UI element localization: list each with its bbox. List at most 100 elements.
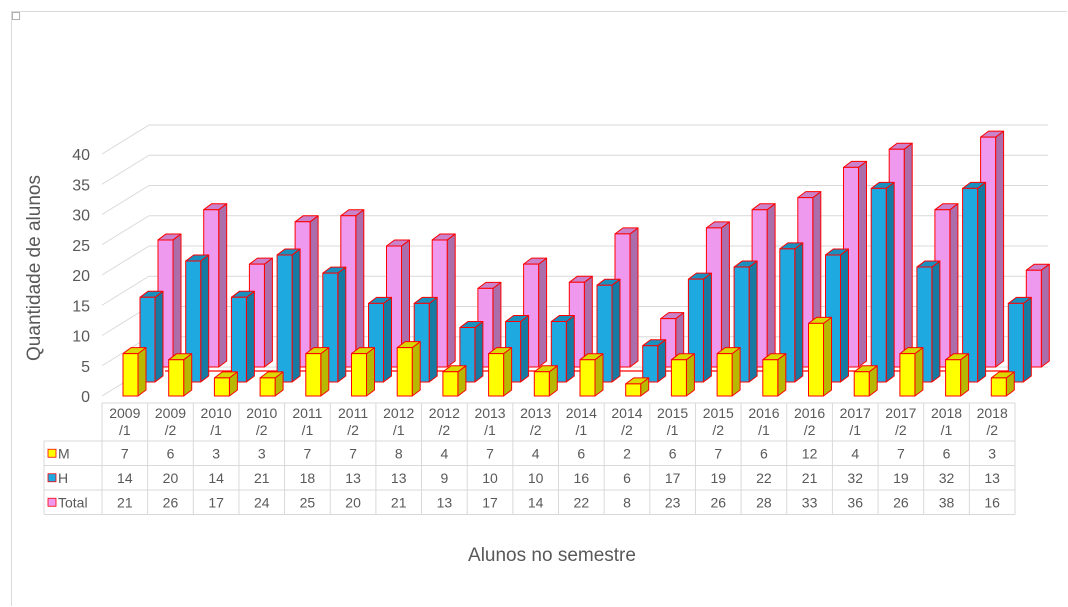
bar-H-5: [368, 296, 392, 383]
bar-H-18: [962, 181, 987, 383]
data-table: 2009/12009/22010/12010/22011/12011/22012…: [43, 402, 1016, 515]
category-label: 2011: [292, 405, 322, 421]
table-cell-value: 21: [117, 494, 133, 510]
table-cell-value: 12: [802, 445, 818, 461]
category-label: /1: [119, 422, 131, 438]
bar-H-19: [1007, 296, 1032, 383]
table-cell-value: 7: [714, 445, 722, 461]
category-label: /2: [804, 422, 816, 438]
table-cell-value: 20: [345, 494, 361, 510]
table-cell-value: 13: [984, 470, 1000, 486]
table-cell-value: 33: [802, 494, 818, 510]
table-cell-value: 14: [117, 470, 133, 486]
legend-label: M: [58, 445, 70, 461]
category-label: /1: [484, 422, 496, 438]
category-label: 2018: [977, 405, 1008, 421]
bar-M-8: [488, 347, 513, 397]
category-label: /1: [941, 422, 953, 438]
y-axis-label: Quantidade de alunos: [24, 175, 45, 361]
table-cell-value: 4: [440, 445, 448, 461]
table-cell-value: 22: [574, 494, 590, 510]
category-label: /1: [849, 422, 861, 438]
bar-M-14: [762, 353, 787, 397]
bar-M-10: [579, 353, 604, 397]
table-cell-value: 16: [984, 494, 1000, 510]
table-cell-value: 3: [212, 445, 220, 461]
legend-key-Total: [47, 497, 57, 507]
table-cell-value: 6: [669, 445, 677, 461]
bar-H-1: [185, 254, 210, 383]
table-cell-value: 32: [847, 470, 863, 486]
category-label: 2011: [338, 405, 368, 421]
table-cell-value: 26: [710, 494, 726, 510]
category-label: 2017: [840, 405, 871, 421]
table-cell-value: 7: [304, 445, 312, 461]
category-label: 2009: [155, 405, 186, 421]
bar-M-15: [808, 316, 832, 397]
table-cell-value: 3: [258, 445, 266, 461]
bar-H-3: [276, 248, 301, 383]
table-cell-value: 7: [121, 445, 129, 461]
table-cell-value: 7: [897, 445, 905, 461]
category-label: /2: [986, 422, 998, 438]
bar-M-7: [442, 365, 467, 397]
category-label: /1: [210, 422, 222, 438]
category-label: /2: [439, 422, 451, 438]
y-tick-label: 0: [81, 389, 90, 406]
table-cell-value: 28: [756, 494, 772, 510]
bar-M-12: [670, 353, 695, 397]
category-label: 2012: [383, 405, 414, 421]
legend-label: H: [58, 470, 68, 486]
y-tick-label: 20: [72, 268, 90, 285]
table-cell-value: 19: [893, 470, 909, 486]
bar-H-11: [642, 339, 667, 383]
category-label: 2013: [474, 405, 505, 421]
table-cell-value: 23: [665, 494, 681, 510]
table-cell-value: 21: [802, 470, 818, 486]
bar-Total-2: [248, 257, 273, 368]
table-cell-value: 7: [486, 445, 494, 461]
table-cell-value: 17: [665, 470, 681, 486]
table-cell-value: 18: [300, 470, 316, 486]
bar-M-0: [122, 347, 147, 397]
table-cell-value: 21: [391, 494, 407, 510]
table-cell-value: 6: [577, 445, 585, 461]
bar-M-13: [716, 347, 741, 397]
category-label: 2015: [657, 405, 688, 421]
table-cell-value: 13: [437, 494, 453, 510]
table-cell-value: 20: [163, 470, 179, 486]
category-label: 2018: [931, 405, 962, 421]
table-cell-value: 22: [756, 470, 772, 486]
category-label: 2017: [885, 405, 916, 421]
category-label: /1: [758, 422, 770, 438]
category-label: 2016: [748, 405, 779, 421]
table-cell-value: 25: [300, 494, 316, 510]
bar-M-3: [259, 371, 284, 397]
table-cell-value: 32: [939, 470, 955, 486]
bar-M-18: [945, 353, 970, 397]
y-tick-label: 5: [81, 359, 90, 376]
table-cell-value: 17: [482, 494, 498, 510]
table-cell-value: 6: [943, 445, 951, 461]
resize-handle[interactable]: [12, 12, 20, 20]
bar-H-13: [733, 260, 758, 383]
table-cell-value: 6: [623, 470, 631, 486]
table-cell-value: 8: [623, 494, 631, 510]
category-label: 2010: [201, 405, 232, 421]
table-cell-value: 26: [893, 494, 909, 510]
table-cell-value: 24: [254, 494, 270, 510]
category-label: 2009: [109, 405, 140, 421]
bar-M-1: [168, 353, 193, 397]
table-cell-value: 3: [988, 445, 996, 461]
category-label: /1: [393, 422, 405, 438]
y-tick-label: 25: [72, 238, 90, 255]
category-label: /2: [895, 422, 907, 438]
category-label: /2: [165, 422, 177, 438]
category-label: /2: [256, 422, 268, 438]
table-cell-value: 14: [528, 494, 544, 510]
category-label: 2014: [611, 405, 642, 421]
bar-M-16: [853, 365, 878, 397]
legend-key-H: [47, 473, 57, 483]
bar-M-9: [533, 365, 558, 397]
